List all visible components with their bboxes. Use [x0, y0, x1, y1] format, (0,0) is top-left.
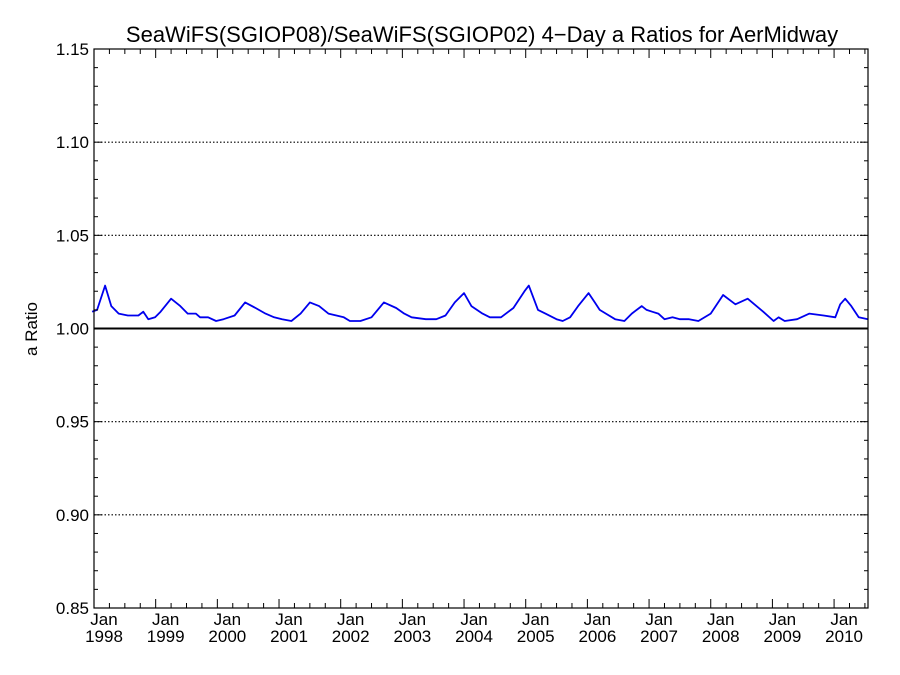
series-layer: [91, 284, 869, 322]
y-tick-label-6: 1.15: [56, 40, 89, 59]
x-tick-label-month-5: Jan: [399, 610, 426, 629]
x-tick-label-month-4: Jan: [337, 610, 364, 629]
x-tick-label-month-7: Jan: [522, 610, 549, 629]
x-tick-label-year-7: 2005: [517, 627, 555, 646]
x-tick-label-year-9: 2007: [640, 627, 678, 646]
x-tick-label-year-3: 2001: [270, 627, 308, 646]
x-tick-labels: Jan1998Jan1999Jan2000Jan2001Jan2002Jan20…: [85, 610, 863, 646]
x-tick-label-month-11: Jan: [769, 610, 796, 629]
x-tick-label-year-6: 2004: [455, 627, 493, 646]
x-tick-label-month-9: Jan: [645, 610, 672, 629]
series-line-0: [91, 284, 869, 322]
chart-title: SeaWiFS(SGIOP08)/SeaWiFS(SGIOP02) 4−Day …: [126, 22, 838, 47]
y-tick-label-5: 1.10: [56, 133, 89, 152]
y-axis-label: a Ratio: [22, 302, 41, 356]
tick-marks: [93, 48, 868, 609]
x-tick-label-year-12: 2010: [825, 627, 863, 646]
y-tick-label-2: 0.95: [56, 413, 89, 432]
x-tick-label-year-2: 2000: [208, 627, 246, 646]
y-tick-label-0: 0.85: [56, 599, 89, 618]
x-tick-label-year-10: 2008: [702, 627, 740, 646]
x-tick-label-month-0: Jan: [90, 610, 117, 629]
x-tick-label-year-1: 1999: [147, 627, 185, 646]
x-tick-label-year-5: 2003: [393, 627, 431, 646]
x-tick-label-year-8: 2006: [578, 627, 616, 646]
gridlines: [94, 141, 868, 516]
x-tick-label-month-1: Jan: [152, 610, 179, 629]
y-tick-label-1: 0.90: [56, 506, 89, 525]
y-tick-label-3: 1.00: [56, 320, 89, 339]
x-tick-label-year-4: 2002: [332, 627, 370, 646]
x-tick-label-month-10: Jan: [707, 610, 734, 629]
y-tick-label-4: 1.05: [56, 226, 89, 245]
x-tick-label-month-6: Jan: [460, 610, 487, 629]
y-tick-labels: 0.85 0.90 0.95 1.00 1.05 1.10 1.15: [56, 40, 89, 618]
x-tick-label-year-0: 1998: [85, 627, 123, 646]
x-tick-label-month-8: Jan: [584, 610, 611, 629]
x-tick-label-year-11: 2009: [763, 627, 801, 646]
x-tick-label-month-12: Jan: [830, 610, 857, 629]
x-tick-label-month-3: Jan: [275, 610, 302, 629]
x-tick-label-month-2: Jan: [214, 610, 241, 629]
